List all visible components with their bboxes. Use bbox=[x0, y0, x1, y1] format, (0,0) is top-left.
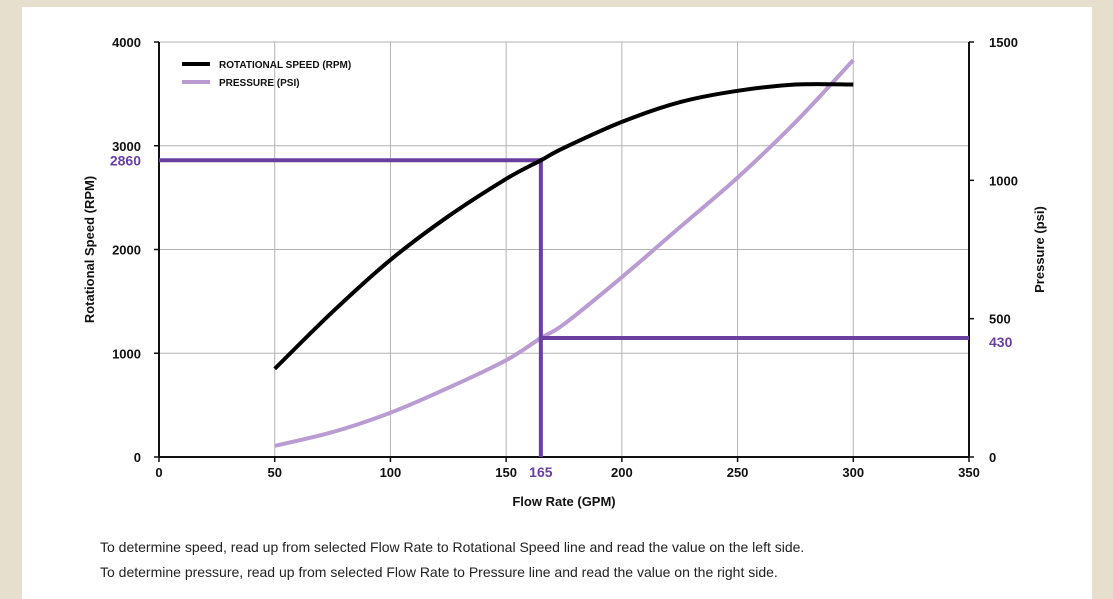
series-line-pressure bbox=[274, 58, 855, 448]
chart-panel: 0 50 100 150 200 250 300 350 0 1000 2000 3000 4000 0 5… bbox=[22, 7, 1092, 599]
y2-tick-label: 1500 bbox=[989, 35, 1018, 50]
x-tick-label: 350 bbox=[958, 465, 980, 480]
pressure-marker-label: 430 bbox=[989, 334, 1013, 350]
y2-tick-label: 500 bbox=[989, 312, 1011, 327]
y2-tick-label: 1000 bbox=[989, 173, 1018, 188]
y2-tick-label: 0 bbox=[989, 450, 996, 465]
x-tick-label: 150 bbox=[495, 465, 517, 480]
x-tick-label: 250 bbox=[727, 465, 749, 480]
legend-label-pressure: PRESSURE (PSI) bbox=[219, 78, 300, 89]
series-line-rotational-speed bbox=[273, 82, 854, 371]
x-tick-label: 100 bbox=[380, 465, 402, 480]
note-speed: To determine speed, read up from selecte… bbox=[100, 539, 805, 555]
chart-notes: To determine speed, read up from selecte… bbox=[100, 535, 804, 585]
y-tick-label: 0 bbox=[134, 450, 141, 465]
y-tick-label: 3000 bbox=[112, 139, 141, 154]
flow-marker-label: 165 bbox=[529, 464, 553, 480]
x-axis-title: Flow Rate (GPM) bbox=[512, 494, 615, 509]
y-tick-label: 4000 bbox=[112, 35, 141, 50]
note-pressure: To determine pressure, read up from sele… bbox=[100, 564, 778, 580]
x-tick-label: 0 bbox=[155, 465, 162, 480]
x-tick-label: 50 bbox=[267, 465, 281, 480]
pump-performance-chart: 0 50 100 150 200 250 300 350 0 1000 2000 3000 4000 0 5… bbox=[82, 35, 1047, 509]
legend-label-rotational-speed: ROTATIONAL SPEED (RPM) bbox=[219, 60, 351, 71]
x-tick-label: 300 bbox=[842, 465, 864, 480]
y-axis-title: Rotational Speed (RPM) bbox=[82, 176, 97, 323]
x-tick-label: 200 bbox=[611, 465, 633, 480]
speed-marker-label: 2860 bbox=[110, 152, 141, 168]
y2-axis-title: Pressure (psi) bbox=[1032, 206, 1047, 293]
y-tick-label: 1000 bbox=[112, 346, 141, 361]
y-tick-label: 2000 bbox=[112, 243, 141, 258]
